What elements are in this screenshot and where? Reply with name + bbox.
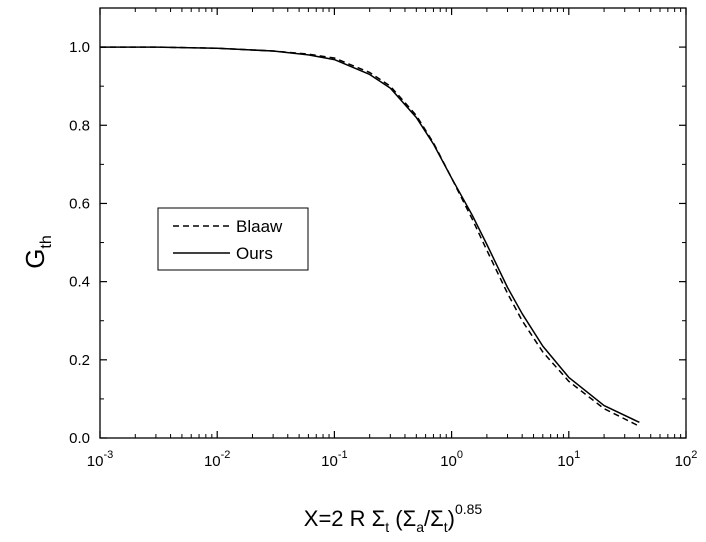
y-tick-label: 0.6 — [69, 195, 90, 212]
series-line-ours — [100, 46, 640, 424]
x-tick-label-base: 10 — [557, 453, 574, 470]
x-axis-title-paren-open: ( — [389, 506, 403, 531]
x-tick-label: 10-2 — [204, 449, 230, 470]
x-tick-label-exponent: 2 — [691, 449, 697, 461]
y-tick-label: 1.0 — [69, 39, 90, 56]
x-axis-title-sub-t: t — [385, 519, 389, 535]
series-lines — [100, 46, 640, 427]
x-axis-title-sub-a: a — [416, 519, 424, 535]
y-tick-label: 0.4 — [69, 274, 90, 291]
x-tick-label-base: 10 — [204, 453, 221, 470]
y-tick-label: 0.8 — [69, 117, 90, 134]
x-axis-title: X=2 R Σt (Σa/Σt)0.85 — [304, 501, 483, 535]
legend-label-ours: Ours — [236, 244, 273, 263]
legend: Blaaw Ours — [157, 207, 309, 271]
x-tick-label-base: 10 — [675, 453, 692, 470]
plot-frame — [99, 7, 687, 439]
x-tick-label-exponent: -1 — [338, 449, 348, 461]
x-tick-label-exponent: -2 — [221, 449, 231, 461]
x-tick-label: 101 — [557, 449, 580, 470]
y-tick-label: 0.2 — [69, 352, 90, 369]
x-tick-label-base: 10 — [87, 453, 104, 470]
x-axis-title-paren-close: ) — [448, 506, 455, 531]
x-tick-label: 10-1 — [321, 449, 347, 470]
x-axis-title-exponent: 0.85 — [455, 501, 482, 517]
y-axis-title: Gth — [20, 235, 55, 269]
x-axis-title-sigma-a: Σ — [403, 506, 417, 531]
x-axis-title-sub-t2: t — [444, 519, 448, 535]
x-tick-label: 10-3 — [87, 449, 113, 470]
x-tick-label-base: 10 — [440, 453, 457, 470]
y-axis-title-subscript: th — [38, 235, 55, 248]
x-axis-title-sigma-t: Σ — [372, 506, 386, 531]
y-axis-title-base: G — [20, 249, 50, 269]
x-axis-title-sigma-t2: Σ — [430, 506, 444, 531]
x-tick-label-base: 10 — [321, 453, 338, 470]
x-tick-label-exponent: -3 — [103, 449, 113, 461]
x-tick-label-exponent: 1 — [574, 449, 580, 461]
x-tick-label-exponent: 0 — [457, 449, 463, 461]
x-tick-label: 100 — [440, 449, 463, 470]
x-tick-label: 102 — [675, 449, 698, 470]
y-tick-label: 0.0 — [69, 430, 90, 447]
legend-box — [157, 207, 309, 271]
x-axis-title-slash: / — [424, 506, 431, 531]
legend-label-blaaw: Blaaw — [236, 217, 283, 236]
x-axis-title-base: X=2 R — [304, 506, 372, 531]
